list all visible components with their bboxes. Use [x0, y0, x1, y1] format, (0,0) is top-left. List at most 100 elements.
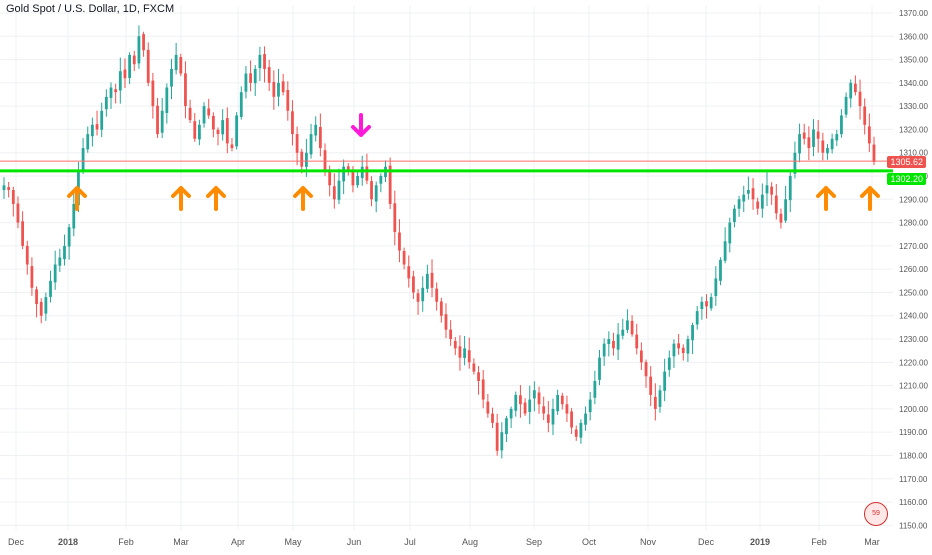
candle-body	[840, 115, 843, 135]
candle-body	[765, 185, 769, 194]
candle-body	[505, 418, 508, 435]
candle-body	[849, 82, 853, 99]
candle-body	[481, 379, 485, 400]
current-price-tag: 1305.62	[887, 155, 926, 168]
candle-body	[467, 350, 471, 363]
candle-body	[216, 129, 220, 135]
candle-body	[388, 165, 392, 204]
support-arrow-icon	[206, 186, 226, 211]
candle-body	[49, 280, 52, 297]
candle-body	[263, 54, 266, 69]
x-tick-label: Sep	[526, 537, 542, 547]
candle-body	[728, 222, 732, 244]
candle-body	[114, 89, 118, 93]
y-tick-label: 1360.00	[899, 32, 928, 41]
y-tick-label: 1220.00	[899, 358, 928, 367]
candle-body	[267, 67, 271, 83]
y-tick-label: 1160.00	[899, 498, 928, 507]
candle-body	[816, 131, 820, 139]
candle-body	[318, 127, 322, 149]
support-arrow-icon	[67, 186, 87, 211]
candle-body	[653, 396, 657, 409]
candle-body	[402, 250, 406, 265]
candle-body	[188, 107, 192, 121]
candle-body	[156, 105, 159, 135]
candle-body	[202, 106, 206, 124]
x-tick-label: Jul	[404, 537, 416, 547]
candle-body	[574, 429, 578, 437]
candle-body	[132, 55, 136, 65]
candle-body	[570, 411, 573, 428]
candle-body	[309, 134, 313, 155]
candle-body	[225, 118, 229, 144]
candle-body	[788, 176, 792, 201]
candle-body	[53, 264, 57, 283]
candle-body	[109, 87, 113, 98]
candle-body	[495, 422, 499, 451]
candle-body	[500, 432, 504, 451]
candle-body	[291, 111, 294, 135]
chart-title: Gold Spot / U.S. Dollar, 1D, FXCM	[6, 3, 175, 15]
candle-body	[244, 73, 248, 92]
candle-body	[235, 115, 239, 147]
candle-body	[100, 110, 104, 130]
candle-body	[821, 140, 825, 153]
candle-body	[756, 201, 760, 209]
candle-body	[867, 126, 871, 144]
candle-body	[295, 134, 299, 153]
candle-body	[300, 151, 304, 167]
candle-body	[733, 208, 736, 223]
candle-body	[16, 203, 20, 223]
y-tick-label: 1210.00	[899, 382, 928, 391]
y-tick-label: 1270.00	[899, 242, 928, 251]
candle-body	[128, 54, 132, 78]
candle-body	[351, 171, 355, 186]
candle-body	[58, 257, 62, 266]
support-price-tag: 1302.20	[887, 172, 926, 185]
candle-body	[826, 148, 829, 154]
candle-body	[211, 115, 215, 130]
candle-body	[663, 371, 667, 391]
candle-body	[365, 166, 369, 181]
x-tick-label: Jun	[347, 537, 362, 547]
x-tick-label: Mar	[173, 537, 189, 547]
plot-background	[0, 0, 893, 540]
candle-body	[458, 346, 462, 358]
x-tick-label: Oct	[582, 537, 597, 547]
candle-body	[332, 186, 336, 200]
candle-body	[751, 188, 755, 200]
candle-body	[393, 203, 397, 232]
candle-body	[449, 329, 453, 340]
candle-body	[30, 266, 34, 288]
candle-body	[844, 96, 848, 115]
candle-body	[453, 340, 457, 349]
candle-body	[681, 347, 685, 354]
candle-body	[160, 110, 164, 133]
y-tick-label: 1190.00	[899, 428, 928, 437]
candle-body	[221, 120, 225, 135]
candle-body	[770, 186, 774, 195]
candle-body	[346, 166, 350, 172]
candle-body	[579, 422, 583, 438]
candle-body	[342, 166, 346, 182]
candle-body	[639, 350, 643, 363]
candle-body	[258, 54, 262, 69]
candle-body	[7, 187, 11, 190]
y-tick-label: 1350.00	[899, 56, 928, 65]
candle-body	[2, 185, 6, 190]
candle-body	[598, 357, 601, 380]
candle-body	[477, 372, 480, 381]
candle-body	[630, 320, 634, 335]
candle-body	[305, 152, 308, 167]
candle-body	[853, 83, 857, 93]
candle-body	[137, 36, 141, 64]
candle-body	[86, 134, 90, 150]
candle-body	[742, 194, 746, 202]
candle-body	[486, 401, 490, 414]
y-tick-label: 1250.00	[899, 288, 928, 297]
candle-body	[286, 89, 290, 111]
candle-body	[616, 334, 620, 350]
candle-body	[142, 34, 145, 51]
